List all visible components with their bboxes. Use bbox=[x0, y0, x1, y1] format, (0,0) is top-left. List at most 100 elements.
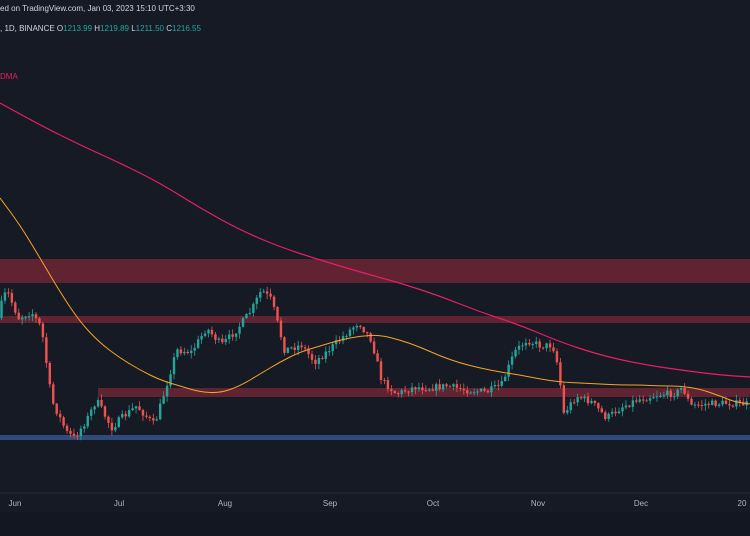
candle-up bbox=[193, 347, 196, 351]
candle-up bbox=[610, 411, 614, 414]
candle-up bbox=[172, 357, 176, 375]
candle-down bbox=[10, 293, 14, 303]
candle-down bbox=[14, 302, 17, 313]
candle-down bbox=[362, 327, 365, 333]
ohlc-value: 1216.55 bbox=[172, 24, 201, 33]
candle-up bbox=[162, 396, 165, 404]
candle-up bbox=[476, 391, 479, 393]
candle-up bbox=[521, 345, 524, 347]
candle-up bbox=[117, 417, 120, 428]
candle-down bbox=[152, 418, 155, 421]
candle-up bbox=[410, 387, 414, 393]
candle-up bbox=[679, 387, 683, 390]
candle-down bbox=[642, 399, 645, 401]
candle-down bbox=[462, 388, 465, 391]
candle-down bbox=[707, 403, 710, 405]
candle-down bbox=[265, 291, 269, 294]
candle-up bbox=[479, 388, 483, 392]
candle-down bbox=[459, 387, 462, 389]
candle-down bbox=[69, 430, 72, 434]
candle-up bbox=[165, 385, 169, 397]
candle-up bbox=[297, 345, 300, 350]
candle-up bbox=[196, 339, 200, 348]
candle-down bbox=[369, 333, 372, 342]
candle-up bbox=[159, 403, 162, 420]
candle-up bbox=[735, 400, 738, 407]
candle-up bbox=[648, 398, 652, 401]
candle-down bbox=[579, 397, 583, 399]
candle-down bbox=[690, 398, 693, 405]
candle-down bbox=[34, 314, 38, 319]
candle-up bbox=[228, 334, 231, 339]
candle-up bbox=[621, 407, 624, 412]
candle-up bbox=[328, 351, 331, 353]
candle-down bbox=[307, 348, 310, 355]
candle-up bbox=[490, 386, 493, 393]
candle-up bbox=[127, 410, 131, 417]
candle-down bbox=[379, 361, 383, 380]
candle-down bbox=[738, 400, 741, 403]
month-label: Jul bbox=[114, 499, 124, 508]
candles-layer bbox=[0, 286, 748, 441]
candle-down bbox=[372, 341, 376, 354]
candle-down bbox=[552, 347, 555, 352]
candle-up bbox=[676, 389, 679, 397]
month-label: Oct bbox=[427, 499, 440, 508]
candle-down bbox=[600, 408, 603, 413]
candle-up bbox=[655, 396, 659, 398]
candle-up bbox=[441, 384, 445, 390]
candle-up bbox=[255, 297, 258, 304]
candle-up bbox=[693, 404, 697, 406]
candle-up bbox=[510, 356, 514, 365]
candle-down bbox=[52, 384, 55, 404]
candle-up bbox=[659, 395, 662, 397]
candle-down bbox=[573, 402, 576, 404]
ohlc-value: 1219.89 bbox=[100, 24, 129, 33]
candle-up bbox=[238, 326, 241, 334]
symbol-legend: , 1D, BINANCE O1213.99 H1219.89 L1211.50… bbox=[0, 24, 201, 33]
candle-up bbox=[324, 351, 327, 359]
candle-down bbox=[310, 354, 314, 360]
candle-down bbox=[103, 406, 107, 417]
candle-down bbox=[407, 391, 410, 393]
candle-up bbox=[3, 292, 7, 301]
candle-up bbox=[207, 329, 210, 334]
candle-up bbox=[234, 333, 238, 337]
candle-up bbox=[507, 364, 510, 377]
candle-up bbox=[711, 400, 714, 405]
candle-up bbox=[134, 406, 138, 409]
candle-up bbox=[524, 342, 528, 346]
candle-down bbox=[390, 389, 393, 392]
time-axis-labels: Jun Jul Aug Sep Oct Nov Dec 20 bbox=[9, 499, 747, 508]
candle-down bbox=[107, 416, 110, 423]
candle-down bbox=[45, 337, 48, 363]
candle-down bbox=[17, 312, 20, 320]
candle-up bbox=[200, 335, 203, 340]
ohlc-key: L bbox=[129, 24, 136, 33]
candle-up bbox=[400, 390, 403, 395]
candle-down bbox=[414, 387, 417, 390]
candle-down bbox=[445, 384, 448, 387]
ohlc-key: O bbox=[56, 24, 64, 33]
candle-down bbox=[124, 413, 127, 417]
ohlc-value: 1213.99 bbox=[63, 24, 93, 33]
candle-up bbox=[24, 316, 27, 318]
candle-up bbox=[190, 350, 193, 354]
candle-down bbox=[65, 425, 69, 431]
candle-down bbox=[586, 396, 590, 404]
candle-down bbox=[62, 417, 65, 426]
candle-down bbox=[497, 384, 500, 386]
resistance-zone-upper bbox=[0, 259, 750, 283]
resistance-zone-middle bbox=[0, 316, 750, 323]
candle-down bbox=[597, 403, 600, 409]
candle-down bbox=[403, 390, 407, 392]
candle-down bbox=[645, 400, 648, 402]
candle-down bbox=[431, 389, 434, 391]
candle-down bbox=[293, 347, 296, 350]
candle-up bbox=[514, 349, 517, 357]
candle-down bbox=[110, 422, 114, 431]
support-line bbox=[0, 435, 750, 440]
candle-down bbox=[548, 343, 552, 348]
